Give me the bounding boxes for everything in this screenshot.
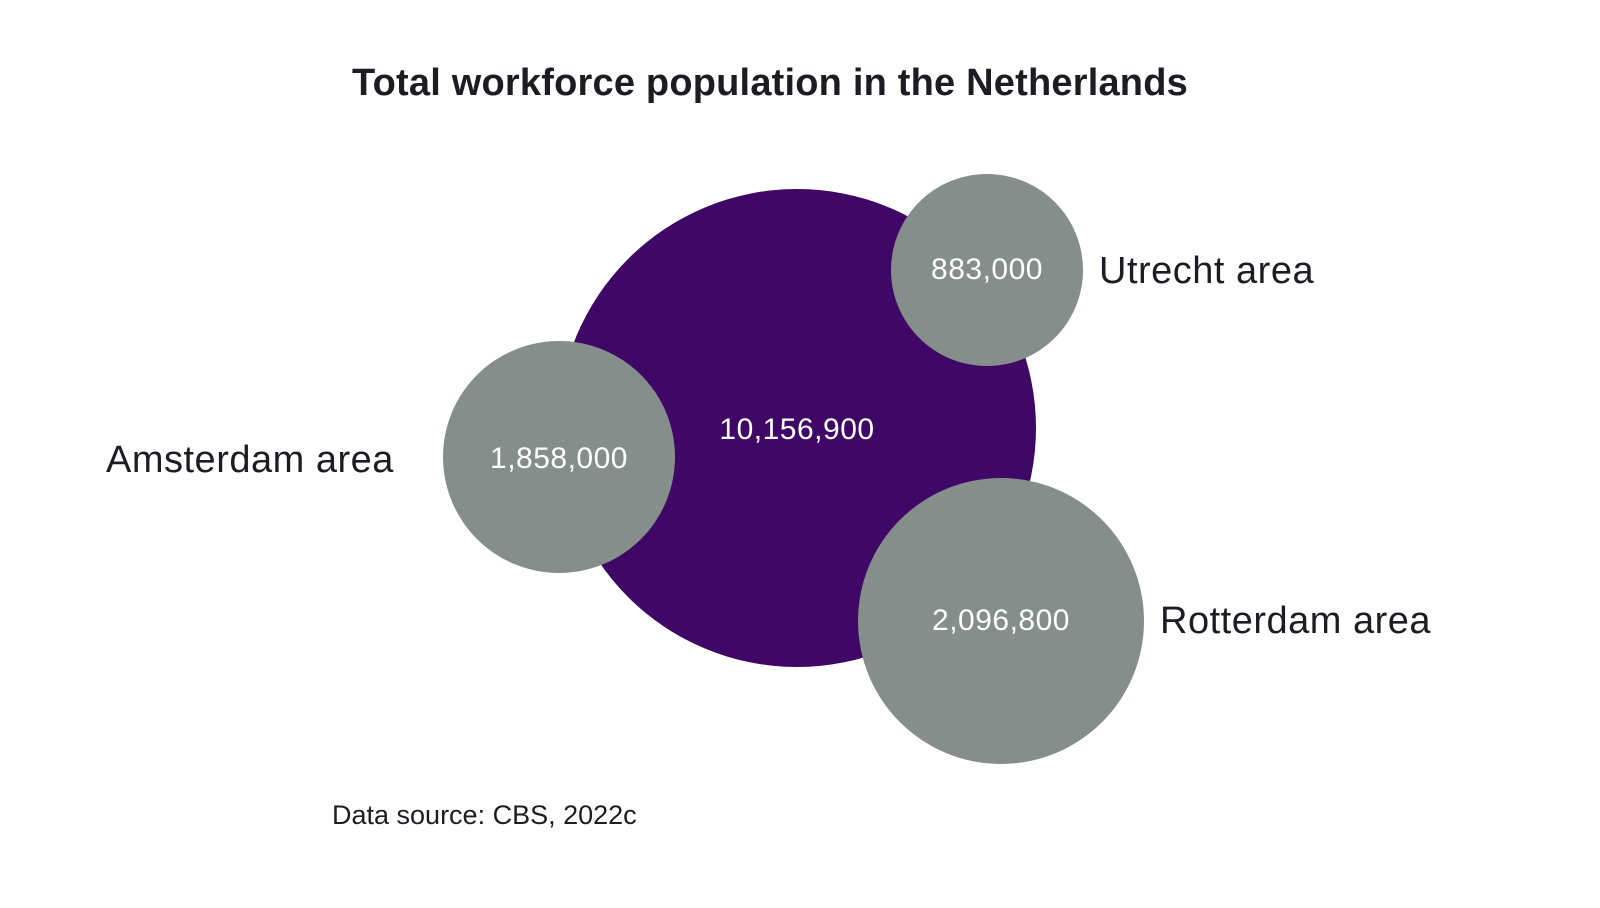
- utrecht-value: 883,000: [931, 253, 1043, 286]
- total-value: 10,156,900: [719, 413, 875, 446]
- rotterdam-value: 2,096,800: [932, 604, 1070, 637]
- bubble-amsterdam: 1,858,000: [443, 341, 675, 573]
- data-source: Data source: CBS, 2022c: [332, 800, 637, 830]
- bubble-rotterdam: 2,096,800: [858, 478, 1144, 764]
- label-rotterdam: Rotterdam area: [1160, 600, 1432, 642]
- amsterdam-value: 1,858,000: [490, 442, 628, 475]
- bubble-utrecht: 883,000: [891, 174, 1083, 366]
- label-amsterdam: Amsterdam area: [106, 439, 394, 481]
- chart-title: Total workforce population in the Nether…: [352, 62, 1188, 104]
- label-utrecht: Utrecht area: [1099, 250, 1315, 292]
